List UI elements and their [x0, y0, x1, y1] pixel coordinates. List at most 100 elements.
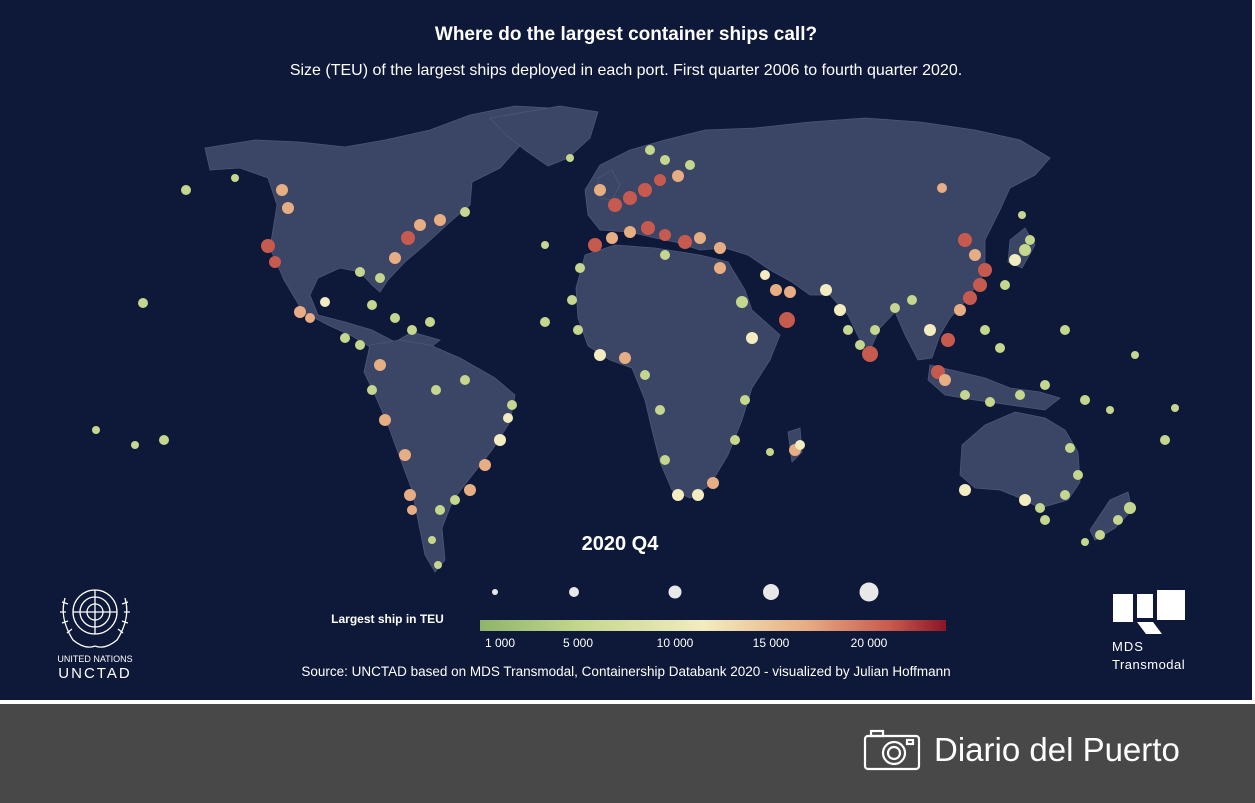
port-marker — [428, 536, 436, 544]
port-marker — [434, 561, 442, 569]
port-marker — [843, 325, 853, 335]
port-marker — [1113, 515, 1123, 525]
port-marker — [924, 324, 936, 336]
port-marker — [624, 226, 636, 238]
port-marker — [375, 273, 385, 283]
port-marker — [305, 313, 315, 323]
port-marker — [692, 489, 704, 501]
port-marker — [1040, 515, 1050, 525]
chart-subtitle: Size (TEU) of the largest ships deployed… — [289, 62, 963, 79]
port-marker — [573, 325, 583, 335]
port-marker — [1019, 494, 1031, 506]
un-label: UNITED NATIONS — [57, 654, 133, 664]
world-map — [92, 105, 1179, 602]
port-marker — [367, 385, 377, 395]
port-marker — [672, 489, 684, 501]
port-marker — [995, 343, 1005, 353]
port-marker — [588, 238, 602, 252]
port-marker — [760, 270, 770, 280]
port-marker — [231, 174, 239, 182]
photo-credit-text: Diario del Puerto — [934, 731, 1180, 768]
port-marker — [779, 312, 795, 328]
port-marker — [575, 263, 585, 273]
australia-landmass — [959, 411, 1081, 509]
port-marker — [507, 400, 517, 410]
north-america-landmass — [204, 105, 551, 351]
port-marker — [638, 183, 652, 197]
port-marker — [678, 235, 692, 249]
southeast-asia-islands — [927, 364, 1061, 411]
port-marker — [340, 333, 350, 343]
port-marker — [608, 198, 622, 212]
port-marker — [1106, 406, 1114, 414]
port-marker — [355, 267, 365, 277]
legend-tick: 5 000 — [562, 636, 594, 650]
port-marker — [714, 242, 726, 254]
port-marker — [181, 185, 191, 195]
port-marker — [623, 191, 637, 205]
port-marker — [1171, 404, 1179, 412]
port-markers — [92, 145, 1179, 569]
port-marker — [1009, 254, 1021, 266]
port-marker — [640, 370, 650, 380]
port-marker — [282, 202, 294, 214]
port-marker — [958, 233, 972, 247]
port-marker — [659, 229, 671, 241]
port-marker — [1018, 211, 1026, 219]
port-marker — [594, 349, 606, 361]
port-marker — [862, 346, 878, 362]
port-marker — [855, 340, 865, 350]
port-marker — [1060, 490, 1070, 500]
port-marker — [641, 221, 655, 235]
camera-icon — [863, 729, 921, 771]
port-marker — [594, 184, 606, 196]
port-marker — [770, 284, 782, 296]
photo-credit-bar — [0, 704, 1255, 803]
port-marker — [407, 505, 417, 515]
port-marker — [541, 241, 549, 249]
port-marker — [660, 155, 670, 165]
size-legend-circle — [763, 584, 779, 600]
port-marker — [460, 375, 470, 385]
port-marker — [870, 325, 880, 335]
port-marker — [1065, 443, 1075, 453]
south-america-landmass — [363, 339, 516, 573]
port-marker — [1015, 390, 1025, 400]
port-marker — [138, 298, 148, 308]
color-scale-bar — [480, 620, 946, 631]
port-marker — [494, 434, 506, 446]
port-marker — [1095, 530, 1105, 540]
port-marker — [390, 313, 400, 323]
port-marker — [269, 256, 281, 268]
port-marker — [450, 495, 460, 505]
chart-title: Where do the largest container ships cal… — [434, 24, 818, 45]
port-marker — [980, 325, 990, 335]
port-marker — [1019, 244, 1031, 256]
port-marker — [730, 435, 740, 445]
port-marker — [1040, 380, 1050, 390]
port-marker — [374, 359, 386, 371]
port-marker — [740, 395, 750, 405]
port-marker — [654, 174, 666, 186]
legend-tick: 1 000 — [484, 636, 516, 650]
transmodal-label: Transmodal — [1112, 657, 1186, 672]
port-marker — [1073, 470, 1083, 480]
port-marker — [766, 448, 774, 456]
new-zealand-landmass — [1089, 491, 1133, 541]
port-marker — [367, 300, 377, 310]
port-marker — [907, 295, 917, 305]
legend-title: Largest ship in TEU — [331, 612, 444, 626]
port-marker — [1124, 502, 1136, 514]
unctad-label: UNCTAD — [58, 665, 132, 682]
port-marker — [355, 340, 365, 350]
port-marker — [1025, 235, 1035, 245]
port-marker — [404, 489, 416, 501]
port-marker — [660, 455, 670, 465]
port-marker — [645, 145, 655, 155]
port-marker — [736, 296, 748, 308]
port-marker — [261, 239, 275, 253]
port-marker — [660, 250, 670, 260]
port-marker — [131, 441, 139, 449]
size-legend-circle — [859, 582, 879, 602]
port-marker — [435, 505, 445, 515]
